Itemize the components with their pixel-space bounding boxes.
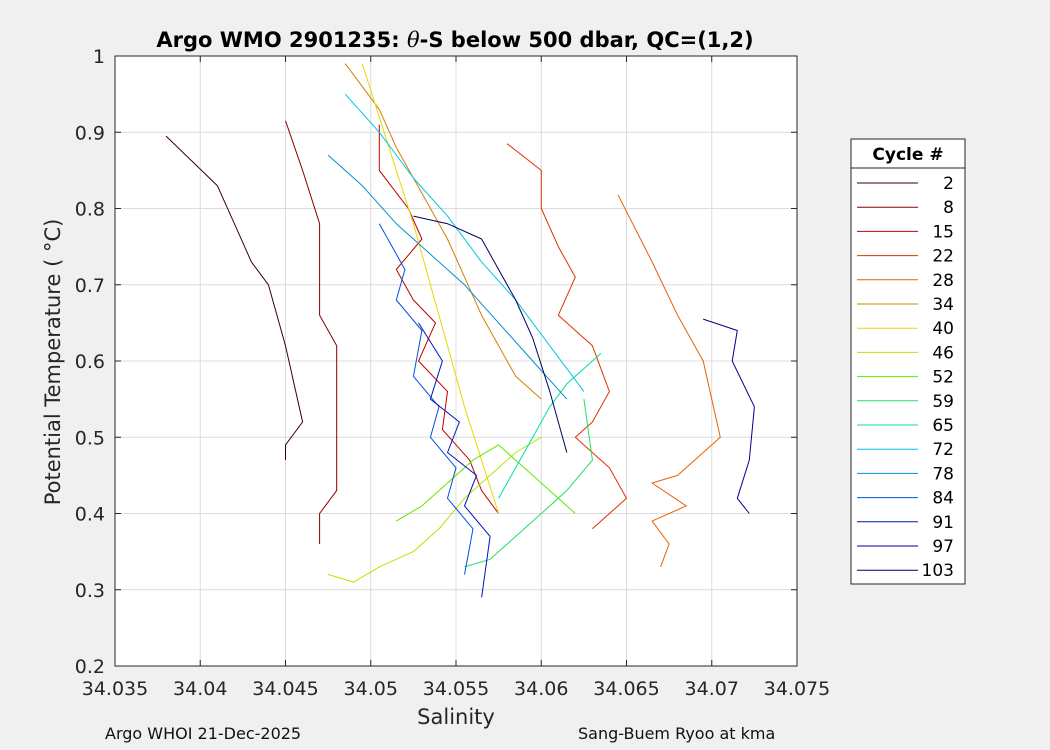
legend-box xyxy=(850,138,966,585)
series-line-cycle-46 xyxy=(327,436,542,583)
footer-source-date: Argo WHOI 21-Dec-2025 xyxy=(105,724,302,743)
series-line-cycle-40 xyxy=(361,63,500,514)
legend-entry-cycle-97: 97 xyxy=(857,537,954,557)
legend-entry-cycle-28: 28 xyxy=(857,271,954,291)
y-tick-labels: 0.2 0.3 0.4 0.5 0.6 0.7 0.8 0.9 1 xyxy=(75,46,797,678)
legend: Cycle # 28152228344046525965727884919710… xyxy=(850,138,966,585)
y-tick-label: 1 xyxy=(93,46,105,68)
y-axis-label: Potential Temperature ( °C) xyxy=(41,219,65,506)
x-tick-label: 34.075 xyxy=(764,678,830,700)
legend-entry-cycle-2: 2 xyxy=(857,174,954,194)
legend-label: 8 xyxy=(943,198,954,218)
series-line-cycle-59 xyxy=(464,399,593,568)
y-tick-label: 0.9 xyxy=(75,122,105,144)
x-tick-label: 34.065 xyxy=(593,678,659,700)
legend-entry-cycle-52: 52 xyxy=(857,368,954,388)
series-line-cycle-8 xyxy=(285,120,338,544)
legend-entry-cycle-91: 91 xyxy=(857,513,954,533)
legend-label: 78 xyxy=(932,464,954,484)
legend-label: 34 xyxy=(932,295,954,315)
series-line-cycle-97 xyxy=(703,318,755,514)
x-tick-label: 34.04 xyxy=(173,678,227,700)
series-line-cycle-34 xyxy=(344,63,542,400)
x-tick-label: 34.035 xyxy=(82,678,148,700)
legend-label: 15 xyxy=(932,222,954,242)
legend-label: 103 xyxy=(922,561,954,581)
y-tick-label: 0.4 xyxy=(75,504,105,526)
y-tick-label: 0.5 xyxy=(75,427,105,449)
series-line-cycle-72 xyxy=(344,93,585,392)
y-tick-label: 0.3 xyxy=(75,580,105,602)
x-tick-label: 34.055 xyxy=(423,678,489,700)
series-line-cycle-91 xyxy=(418,322,491,598)
y-tick-label: 0.2 xyxy=(75,656,105,678)
series-line-cycle-103 xyxy=(413,215,568,453)
x-tick-label: 34.045 xyxy=(252,678,318,700)
legend-entry-cycle-46: 46 xyxy=(857,343,954,363)
series-line-cycle-52 xyxy=(396,444,576,522)
legend-entry-cycle-103: 103 xyxy=(857,561,954,581)
legend-title: Cycle # xyxy=(872,145,943,165)
legend-label: 97 xyxy=(932,537,954,557)
legend-entry-cycle-72: 72 xyxy=(857,440,954,460)
legend-entry-cycle-22: 22 xyxy=(857,247,954,267)
chart-title: Argo WMO 2901235: θ-S below 500 dbar, QC… xyxy=(156,28,753,52)
y-tick-label: 0.6 xyxy=(75,351,105,373)
series-line-cycle-28 xyxy=(617,194,721,568)
legend-label: 72 xyxy=(932,440,954,460)
series-line-cycle-22 xyxy=(506,143,627,530)
legend-label: 65 xyxy=(932,416,954,436)
legend-entry-cycle-65: 65 xyxy=(857,416,954,436)
y-tick-label: 0.7 xyxy=(75,275,105,297)
x-tick-labels: 34.035 34.04 34.045 34.05 34.055 34.06 34.065 3… xyxy=(82,56,830,700)
x-tick-label: 34.05 xyxy=(344,678,398,700)
legend-label: 28 xyxy=(932,271,954,291)
legend-entry-cycle-34: 34 xyxy=(857,295,954,315)
legend-label: 59 xyxy=(932,392,954,412)
legend-label: 40 xyxy=(932,319,954,339)
legend-entry-cycle-8: 8 xyxy=(857,198,954,218)
legend-entry-cycle-15: 15 xyxy=(857,222,954,242)
y-tick-label: 0.8 xyxy=(75,199,105,221)
legend-entry-cycle-84: 84 xyxy=(857,489,954,509)
legend-label: 91 xyxy=(932,513,954,533)
x-axis-label: Salinity xyxy=(417,705,495,729)
legend-label: 52 xyxy=(932,368,954,388)
series-layer xyxy=(165,63,755,598)
legend-entry-cycle-40: 40 xyxy=(857,319,954,339)
x-tick-label: 34.06 xyxy=(514,678,568,700)
footer-author: Sang-Buem Ryoo at kma xyxy=(578,724,776,743)
legend-entry-cycle-59: 59 xyxy=(857,392,954,412)
series-line-cycle-65 xyxy=(498,353,602,499)
series-line-cycle-2 xyxy=(165,135,304,461)
legend-label: 2 xyxy=(943,174,954,194)
legend-label: 84 xyxy=(932,489,954,509)
series-line-cycle-84 xyxy=(378,223,474,575)
legend-label: 46 xyxy=(932,343,954,363)
legend-entry-cycle-78: 78 xyxy=(857,464,954,484)
series-line-cycle-78 xyxy=(327,154,568,400)
legend-label: 22 xyxy=(932,247,954,267)
x-tick-label: 34.07 xyxy=(685,678,739,700)
